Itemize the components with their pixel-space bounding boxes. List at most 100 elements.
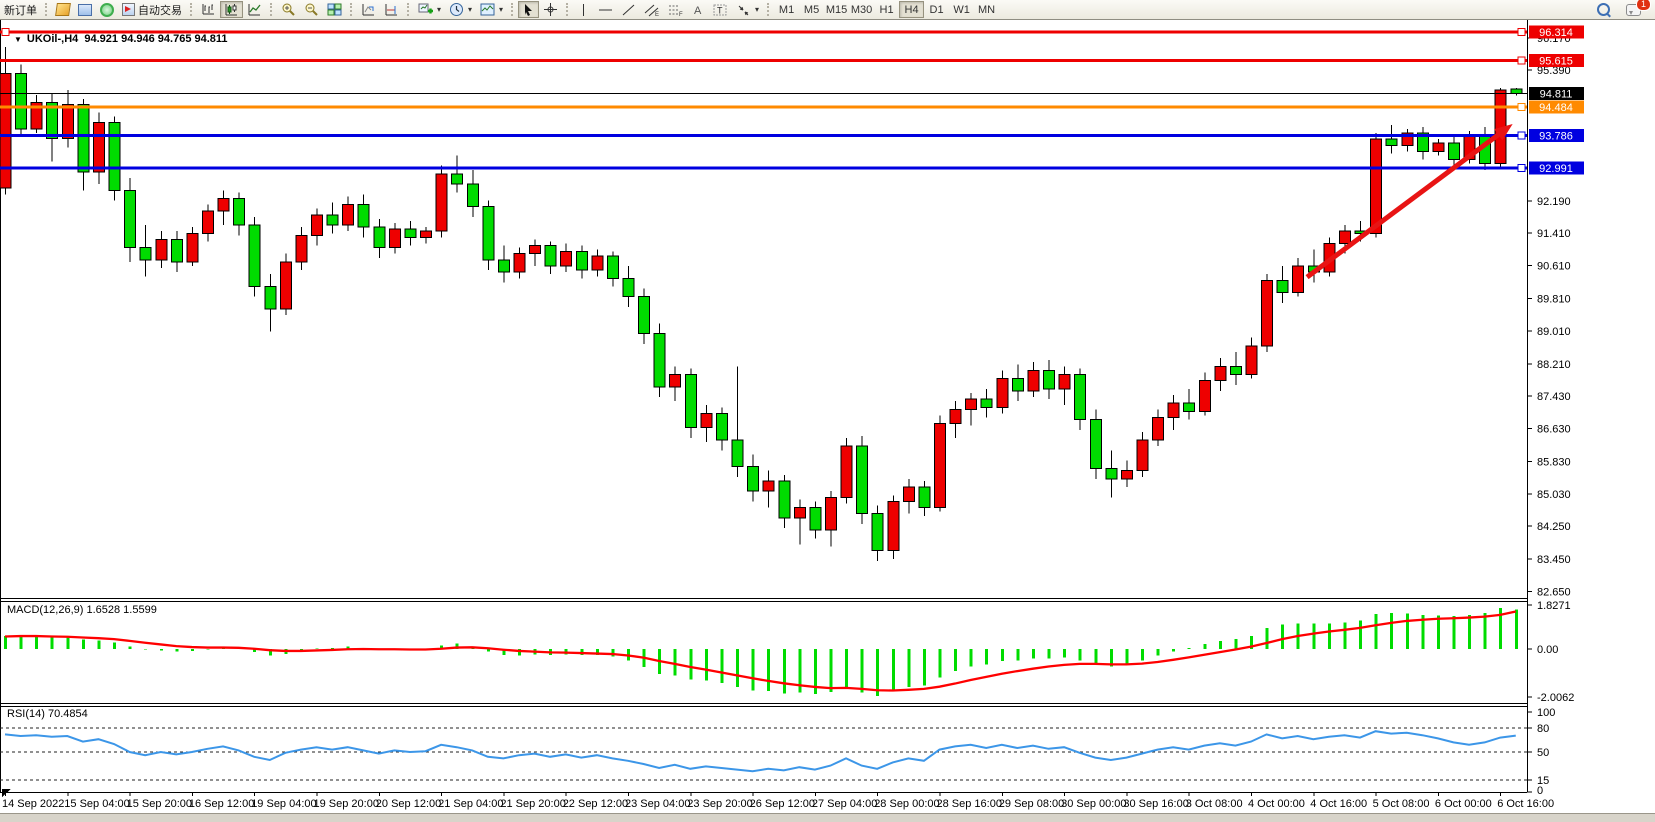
auto-trading-label: 自动交易 [138, 4, 182, 17]
text-tool[interactable]: A [688, 1, 709, 18]
rsi-axis-label: 100 [1537, 707, 1555, 719]
bar-chart-icon [202, 4, 214, 15]
macd-axis-label: -2.0062 [1537, 692, 1574, 704]
time-tick-label: 19 Sep 04:00 [251, 798, 316, 810]
notifications-button[interactable]: 1 [1622, 0, 1651, 18]
price-badge-label: 93.786 [1539, 131, 1573, 143]
horizontal-line-tool[interactable] [594, 1, 617, 18]
vertical-line-icon [583, 3, 585, 16]
timeframe-m15[interactable]: M15 [825, 3, 848, 16]
text-label-icon: T [713, 4, 727, 15]
candle [1338, 230, 1351, 245]
candle [622, 277, 635, 298]
crosshair-button[interactable] [539, 1, 562, 18]
candle [373, 226, 386, 249]
cursor-button[interactable] [518, 1, 540, 18]
candle [92, 122, 105, 173]
candle [1432, 142, 1445, 152]
hline-handle[interactable] [1517, 131, 1526, 140]
macd-values: 1.6528 1.5599 [86, 604, 157, 616]
tile-windows-icon [327, 3, 342, 16]
arrows-dropdown-button[interactable]: ▾ [732, 1, 763, 18]
hline-handle[interactable] [1517, 28, 1526, 37]
fibonacci-tool[interactable]: F [664, 1, 688, 18]
period-dropdown-button[interactable]: ▾ [445, 1, 476, 18]
time-tick-label: 14 Sep 2022 [2, 798, 64, 810]
svg-text:F: F [679, 12, 683, 17]
time-tick-label: 19 Sep 20:00 [314, 798, 379, 810]
price-badge-label: 96.314 [1539, 27, 1573, 39]
new-order-button[interactable]: 新订单 [0, 1, 41, 18]
candle [404, 228, 417, 238]
rsi-name: RSI(14) [7, 708, 45, 720]
timeframe-m5[interactable]: M5 [803, 3, 820, 16]
time-tick-label: 16 Sep 12:00 [189, 798, 254, 810]
line-chart-button[interactable] [243, 1, 266, 18]
candle [326, 214, 339, 226]
candle [700, 412, 713, 429]
timeframe-m1[interactable]: M1 [778, 3, 795, 16]
candle [1167, 402, 1180, 419]
timeframe-m30[interactable]: M30 [850, 3, 873, 16]
candle [1089, 419, 1102, 470]
timeframe-h4[interactable]: H4 [899, 1, 925, 18]
candle [388, 228, 401, 249]
add-indicator-button[interactable]: ▾ [414, 1, 445, 18]
timeframe-h1[interactable]: H1 [879, 3, 894, 16]
timeframe-mn[interactable]: MN [978, 3, 996, 16]
time-tick-label: 28 Sep 16:00 [937, 798, 1002, 810]
text-label-tool[interactable]: T [709, 1, 732, 18]
toolbar-separator [407, 3, 410, 16]
timeframe-d1[interactable]: D1 [929, 3, 944, 16]
auto-trading-button[interactable]: 自动交易 [118, 1, 186, 18]
hline-handle[interactable] [1517, 103, 1526, 112]
candle [638, 296, 651, 335]
zoom-out-button[interactable] [300, 1, 323, 18]
candle [139, 247, 152, 261]
zoom-in-icon [282, 3, 295, 16]
symbol-period-label: UKOil-,H4 [26, 33, 79, 45]
profile-charts-button[interactable] [357, 1, 380, 18]
bar-chart-button[interactable] [197, 1, 220, 18]
hline-handle[interactable] [1517, 56, 1526, 65]
candle [1245, 345, 1258, 376]
candle [435, 173, 448, 232]
collapse-arrow-icon[interactable]: ▼ [14, 35, 22, 44]
notification-badge: 1 [1636, 0, 1651, 11]
dropdown-caret-icon: ▾ [437, 5, 442, 14]
price-tick-label: 89.010 [1537, 326, 1571, 338]
indicator-window-button[interactable] [380, 1, 403, 18]
price-tick-label: 89.810 [1537, 293, 1571, 305]
time-tick-label: 6 Oct 00:00 [1435, 798, 1492, 810]
candle [965, 398, 978, 410]
candle [1510, 88, 1523, 95]
candlestick-chart-button[interactable] [220, 1, 243, 18]
window-bottom-edge [0, 813, 1655, 822]
trend-arrow[interactable] [1305, 123, 1513, 280]
candle [420, 230, 433, 238]
terminal-button[interactable] [74, 1, 96, 18]
trendline-icon [622, 4, 635, 15]
signals-button[interactable] [96, 1, 118, 18]
candle [1058, 374, 1071, 390]
hline-handle[interactable] [1517, 164, 1526, 173]
search-button[interactable] [1593, 1, 1614, 18]
chart-scroll-anchor[interactable] [2, 789, 11, 797]
candle [61, 103, 74, 139]
timeframe-w1[interactable]: W1 [953, 3, 970, 16]
metaeditor-button[interactable] [52, 1, 74, 18]
zoom-in-button[interactable] [277, 1, 300, 18]
template-dropdown-button[interactable]: ▾ [476, 1, 507, 18]
candle [1416, 132, 1429, 152]
trendline-tool[interactable] [617, 1, 640, 18]
tile-windows-button[interactable] [323, 1, 346, 18]
equidistant-channel-tool[interactable]: E [640, 1, 664, 18]
horizontal-line-icon [599, 9, 613, 10]
ohlc-readout: 94.921 94.946 94.765 94.811 [84, 33, 228, 45]
candle [575, 251, 588, 271]
vertical-line-tool[interactable] [573, 1, 594, 18]
candle [715, 412, 728, 441]
hline-handle[interactable] [1, 28, 10, 37]
candle [357, 204, 370, 228]
